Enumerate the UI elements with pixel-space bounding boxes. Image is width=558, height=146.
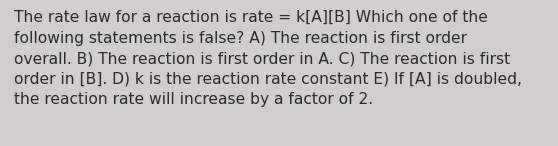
Text: The rate law for a reaction is rate = k[A][B] Which one of the
following stateme: The rate law for a reaction is rate = k[…	[14, 10, 522, 107]
